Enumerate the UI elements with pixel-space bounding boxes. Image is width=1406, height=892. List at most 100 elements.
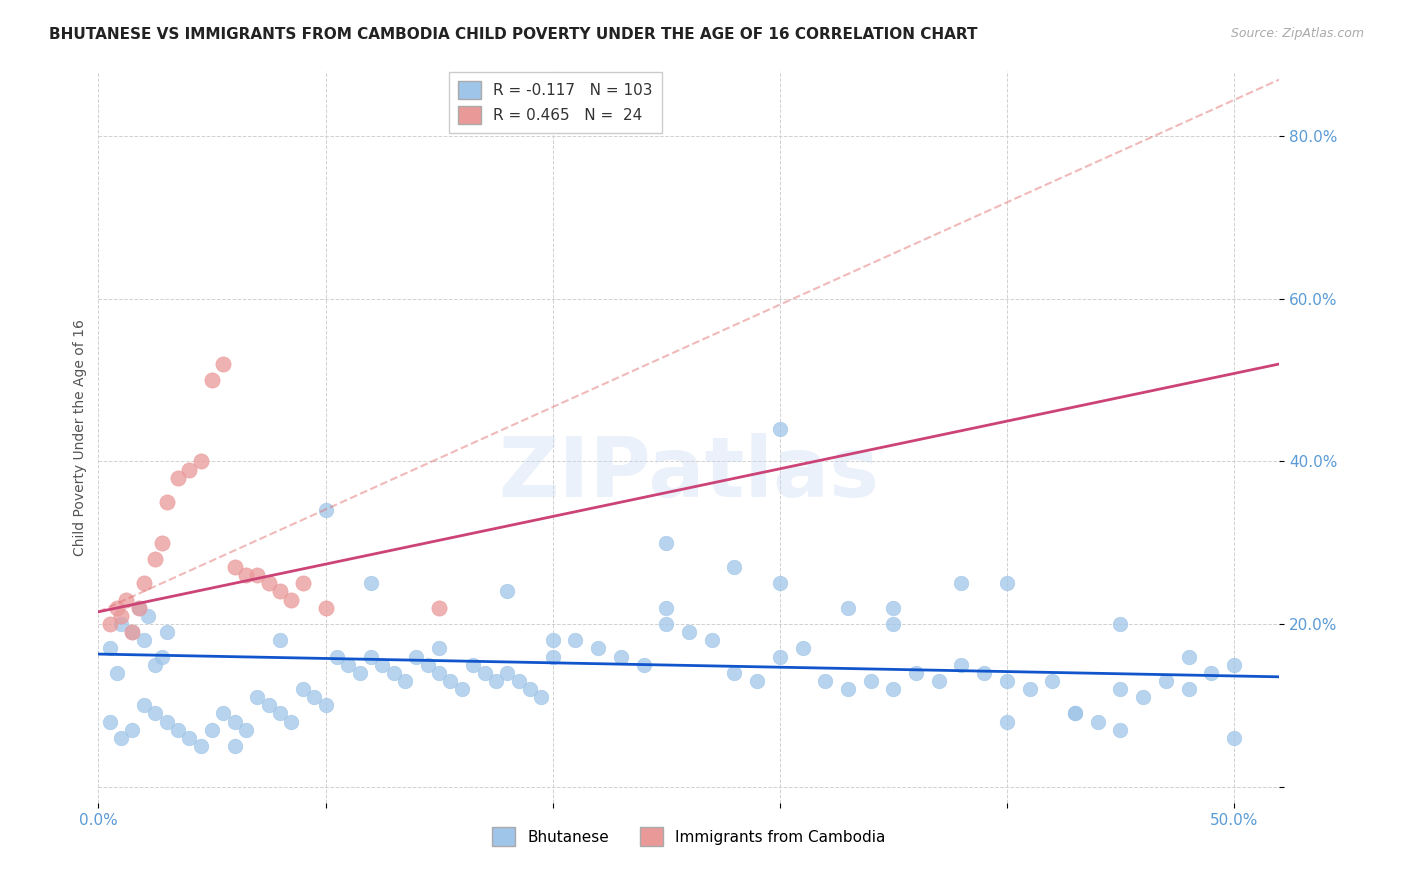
Point [280, 592, 302, 607]
Point [98, 714, 121, 729]
Point [155, 495, 177, 509]
Point [814, 673, 837, 688]
Point [224, 739, 246, 753]
Point [1223, 731, 1246, 745]
Point [1109, 617, 1132, 632]
Point [143, 706, 166, 721]
Point [427, 641, 450, 656]
Point [745, 673, 768, 688]
Point [439, 673, 461, 688]
Text: ZIPatlas: ZIPatlas [499, 434, 879, 514]
Point [1087, 714, 1109, 729]
Point [105, 600, 128, 615]
Point [995, 576, 1018, 591]
Point [291, 681, 314, 696]
Point [315, 503, 337, 517]
Legend: Bhutanese, Immigrants from Cambodia: Bhutanese, Immigrants from Cambodia [485, 820, 893, 854]
Point [586, 641, 609, 656]
Point [700, 633, 723, 648]
Point [98, 641, 121, 656]
Point [121, 723, 143, 737]
Point [269, 633, 291, 648]
Point [1109, 723, 1132, 737]
Point [1223, 657, 1246, 672]
Point [1132, 690, 1154, 705]
Point [190, 454, 212, 468]
Point [224, 560, 246, 574]
Point [496, 584, 519, 599]
Point [155, 625, 177, 640]
Point [995, 673, 1018, 688]
Point [280, 714, 302, 729]
Point [928, 673, 950, 688]
Point [633, 657, 655, 672]
Point [995, 714, 1018, 729]
Point [302, 690, 325, 705]
Point [150, 535, 173, 549]
Point [485, 673, 508, 688]
Point [382, 665, 405, 680]
Point [508, 673, 530, 688]
Point [416, 657, 439, 672]
Point [337, 657, 360, 672]
Point [530, 690, 553, 705]
Text: BHUTANESE VS IMMIGRANTS FROM CAMBODIA CHILD POVERTY UNDER THE AGE OF 16 CORRELAT: BHUTANESE VS IMMIGRANTS FROM CAMBODIA CH… [49, 27, 977, 42]
Point [155, 714, 177, 729]
Point [723, 560, 745, 574]
Point [291, 576, 314, 591]
Point [128, 600, 150, 615]
Point [1064, 706, 1087, 721]
Point [1040, 673, 1063, 688]
Point [474, 665, 496, 680]
Point [950, 576, 973, 591]
Point [235, 568, 257, 582]
Point [837, 600, 859, 615]
Point [349, 665, 371, 680]
Point [269, 584, 291, 599]
Point [150, 649, 173, 664]
Point [201, 373, 224, 387]
Point [179, 462, 201, 476]
Point [496, 665, 519, 680]
Point [121, 625, 143, 640]
Point [143, 552, 166, 566]
Point [110, 731, 132, 745]
Point [110, 608, 132, 623]
Point [973, 665, 995, 680]
Point [882, 617, 904, 632]
Point [405, 649, 427, 664]
Point [564, 633, 586, 648]
Point [610, 649, 633, 664]
Point [132, 698, 155, 713]
Point [257, 576, 280, 591]
Point [167, 471, 190, 485]
Point [246, 568, 269, 582]
Y-axis label: Child Poverty Under the Age of 16: Child Poverty Under the Age of 16 [73, 318, 87, 556]
Point [905, 665, 928, 680]
Point [1018, 681, 1040, 696]
Point [212, 357, 235, 371]
Point [837, 681, 859, 696]
Point [190, 739, 212, 753]
Point [1177, 681, 1199, 696]
Point [315, 698, 337, 713]
Point [859, 673, 882, 688]
Point [769, 576, 792, 591]
Point [121, 625, 143, 640]
Point [167, 723, 190, 737]
Point [212, 706, 235, 721]
Point [143, 657, 166, 672]
Point [394, 673, 416, 688]
Point [427, 665, 450, 680]
Point [1201, 665, 1223, 680]
Point [1154, 673, 1177, 688]
Point [541, 633, 564, 648]
Point [450, 681, 472, 696]
Point [950, 657, 973, 672]
Point [257, 698, 280, 713]
Point [132, 576, 155, 591]
Point [201, 723, 224, 737]
Point [360, 649, 382, 664]
Point [678, 625, 700, 640]
Point [655, 535, 678, 549]
